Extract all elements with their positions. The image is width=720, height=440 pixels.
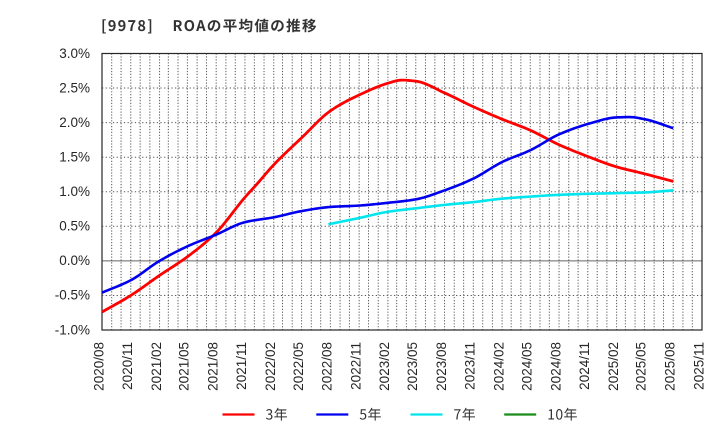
svg-text:2021/08: 2021/08 xyxy=(205,342,220,391)
svg-text:2.0%: 2.0% xyxy=(59,115,90,130)
svg-text:1.0%: 1.0% xyxy=(59,184,90,199)
svg-text:2024/05: 2024/05 xyxy=(520,342,535,391)
svg-text:2021/11: 2021/11 xyxy=(234,342,249,390)
svg-text:0.0%: 0.0% xyxy=(59,253,90,268)
svg-text:2023/02: 2023/02 xyxy=(377,342,392,391)
svg-text:2021/05: 2021/05 xyxy=(177,342,192,391)
svg-text:2025/08: 2025/08 xyxy=(662,342,677,391)
svg-text:2023/11: 2023/11 xyxy=(463,342,478,390)
svg-text:-0.5%: -0.5% xyxy=(55,288,90,303)
svg-text:2.5%: 2.5% xyxy=(59,80,90,95)
svg-text:0.5%: 0.5% xyxy=(59,219,90,234)
svg-text:3.0%: 3.0% xyxy=(59,46,90,61)
svg-text:2023/08: 2023/08 xyxy=(434,342,449,391)
svg-text:2023/05: 2023/05 xyxy=(405,342,420,391)
svg-text:2024/08: 2024/08 xyxy=(548,342,563,391)
svg-text:2025/05: 2025/05 xyxy=(634,342,649,391)
svg-text:2022/02: 2022/02 xyxy=(263,342,278,391)
svg-text:2022/08: 2022/08 xyxy=(320,342,335,391)
svg-text:2024/11: 2024/11 xyxy=(577,342,592,390)
svg-text:2021/02: 2021/02 xyxy=(149,342,164,391)
svg-text:2025/11: 2025/11 xyxy=(691,342,706,390)
svg-text:1.5%: 1.5% xyxy=(59,150,90,165)
svg-text:2020/08: 2020/08 xyxy=(91,342,106,391)
svg-text:2024/02: 2024/02 xyxy=(491,342,506,391)
svg-text:2025/02: 2025/02 xyxy=(606,342,621,391)
svg-text:2020/11: 2020/11 xyxy=(120,342,135,390)
svg-text:2022/11: 2022/11 xyxy=(348,342,363,390)
svg-text:2022/05: 2022/05 xyxy=(291,342,306,391)
svg-text:-1.0%: -1.0% xyxy=(55,322,90,337)
